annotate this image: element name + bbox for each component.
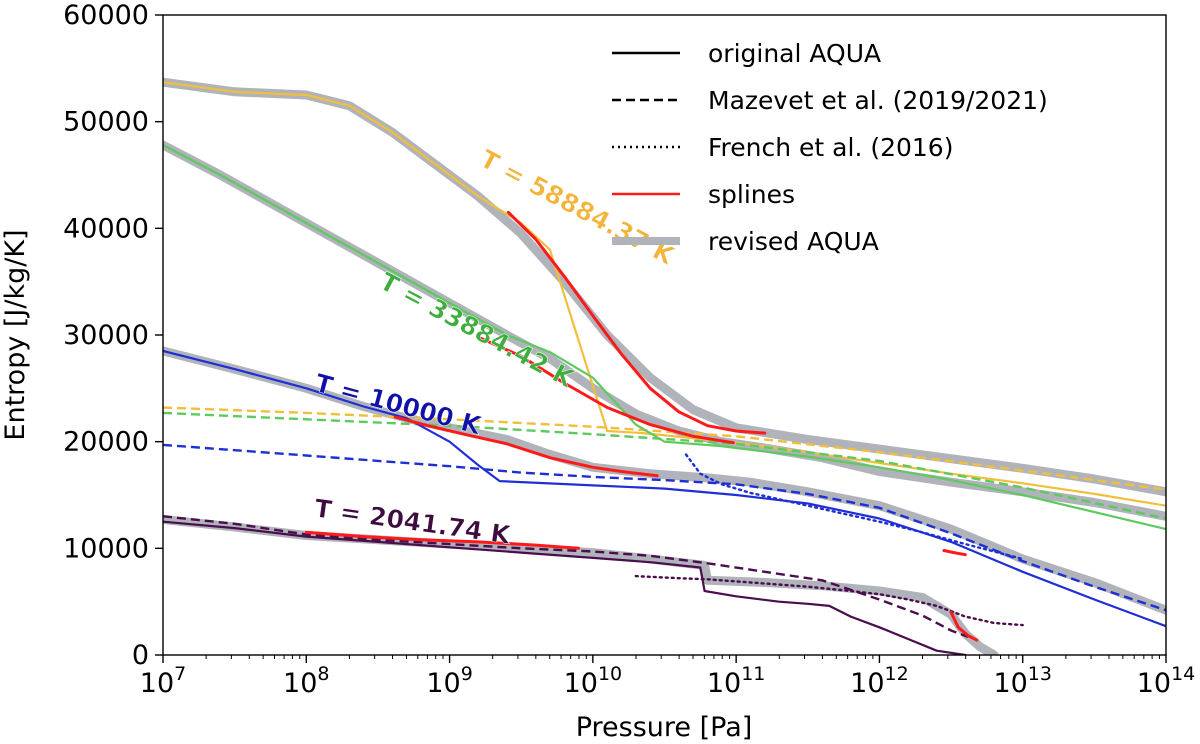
series-line-19	[949, 610, 979, 642]
x-tick-label: 107	[140, 663, 186, 699]
y-axis: 0 10000 20000 30000 40000 50000 60000	[63, 0, 163, 671]
series-line-10	[684, 453, 1024, 561]
series-line-13	[634, 574, 1024, 627]
series-line-16	[393, 415, 659, 478]
y-tick-label: 0	[132, 640, 149, 671]
x-axis: 107 108 109 1010 1011 1012 1013 1014	[140, 655, 1196, 699]
y-tick-label: 60000	[63, 0, 149, 31]
series-line-6	[163, 144, 1166, 531]
x-axis-label: Pressure [Pa]	[576, 712, 753, 743]
x-tick-label: 1013	[993, 663, 1052, 699]
series-line-14	[506, 210, 767, 435]
series-line-15	[476, 335, 735, 445]
series-line-17	[304, 530, 580, 550]
y-tick-label: 30000	[63, 320, 149, 351]
x-tick-label: 1012	[850, 663, 909, 699]
series-line-12	[163, 515, 969, 639]
x-tick-label: 1014	[1137, 663, 1196, 699]
legend: original AQUA Mazevet et al. (2019/2021) F…	[612, 39, 1048, 256]
legend-label-1: Mazevet et al. (2019/2021)	[708, 86, 1048, 115]
legend-label-2: French et al. (2016)	[708, 133, 953, 162]
legend-label-3: splines	[708, 180, 795, 209]
y-tick-label: 10000	[63, 533, 149, 564]
x-tick-label: 1010	[564, 663, 623, 699]
y-tick-label: 40000	[63, 213, 149, 244]
series-line-11	[163, 520, 967, 655]
series-line-9	[163, 443, 1166, 612]
series-layer	[163, 77, 1166, 655]
x-tick-label: 1011	[707, 663, 766, 699]
series-line-18	[942, 549, 967, 557]
series-line-8	[163, 349, 1166, 628]
y-tick-label: 50000	[63, 107, 149, 138]
legend-label-4: revised AQUA	[708, 227, 879, 256]
legend-label-0: original AQUA	[708, 39, 881, 68]
y-tick-label: 20000	[63, 427, 149, 458]
x-tick-label: 108	[283, 663, 329, 699]
y-axis-label: Entropy [J/kg/K]	[0, 229, 31, 440]
x-tick-label: 109	[426, 663, 472, 699]
